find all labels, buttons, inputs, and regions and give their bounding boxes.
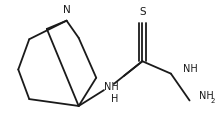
Text: NH: NH bbox=[104, 82, 119, 92]
Text: S: S bbox=[139, 7, 146, 17]
Text: NH: NH bbox=[199, 91, 214, 101]
Text: NH: NH bbox=[183, 64, 198, 75]
Text: 2: 2 bbox=[210, 98, 215, 104]
Text: H: H bbox=[111, 94, 119, 104]
Text: N: N bbox=[63, 5, 70, 15]
